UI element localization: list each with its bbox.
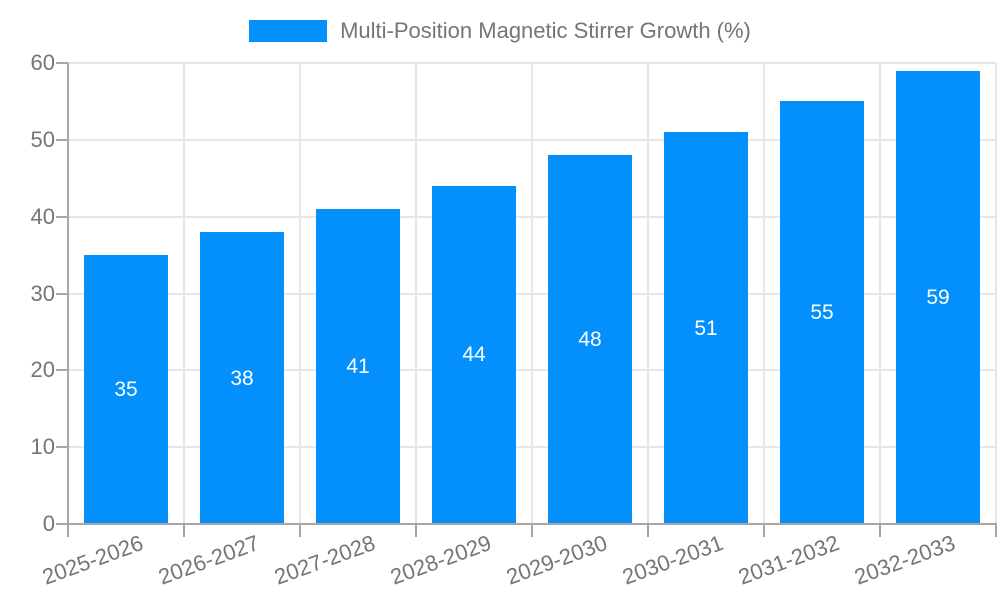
x-tick-mark [647, 524, 649, 537]
gridline-vertical [183, 63, 185, 524]
gridline-vertical [647, 63, 649, 524]
x-tick-mark [299, 524, 301, 537]
y-axis-line [67, 63, 69, 524]
gridline-vertical [879, 63, 881, 524]
legend-swatch [249, 20, 328, 42]
bar-2028-2029: 44 [432, 185, 516, 524]
y-tick-mark [56, 62, 68, 64]
x-tick-label: 2031-2032 [734, 530, 843, 590]
bar-value-label: 44 [462, 343, 486, 367]
chart-legend: Multi-Position Magnetic Stirrer Growth (… [0, 18, 1000, 44]
x-tick-mark [67, 524, 69, 537]
y-tick-mark [56, 523, 68, 525]
y-tick-label: 20 [30, 357, 55, 383]
x-tick-mark [763, 524, 765, 537]
gridline-vertical [995, 63, 997, 524]
bar-value-label: 41 [346, 354, 370, 378]
x-tick-label: 2026-2027 [154, 530, 263, 590]
bar-value-label: 48 [578, 328, 602, 352]
y-tick-label: 30 [30, 280, 55, 306]
y-tick-label: 40 [30, 203, 55, 229]
y-tick-mark [56, 215, 68, 218]
x-tick-mark [531, 524, 533, 537]
bar-value-label: 51 [694, 316, 718, 340]
bar-value-label: 55 [810, 301, 834, 325]
x-tick-mark [879, 524, 881, 537]
y-tick-mark [56, 138, 68, 141]
bar-2029-2030: 48 [548, 155, 632, 524]
x-tick-label: 2032-2033 [850, 530, 959, 590]
x-tick-mark [183, 524, 185, 537]
bar-value-label: 35 [114, 378, 138, 402]
bar-2032-2033: 59 [896, 70, 980, 524]
x-tick-label: 2027-2028 [270, 530, 379, 590]
bar-2026-2027: 38 [200, 232, 284, 524]
legend-label: Multi-Position Magnetic Stirrer Growth (… [340, 18, 751, 43]
bar-value-label: 38 [230, 366, 254, 390]
x-tick-label: 2028-2029 [386, 530, 495, 590]
x-tick-label: 2030-2031 [618, 530, 727, 590]
bar-2030-2031: 51 [664, 132, 748, 524]
gridline-vertical [763, 63, 765, 524]
gridline-vertical [415, 63, 417, 524]
y-tick-label: 10 [30, 434, 55, 460]
y-tick-label: 50 [30, 126, 55, 152]
x-tick-label: 2029-2030 [502, 530, 611, 590]
bar-2025-2026: 35 [84, 255, 168, 524]
y-tick-label: 60 [30, 50, 55, 75]
x-tick-label: 2025-2026 [38, 530, 147, 590]
bar-2027-2028: 41 [316, 208, 400, 524]
y-tick-mark [56, 369, 68, 372]
plot-area: 35 38 41 44 48 51 55 59 [68, 62, 997, 524]
bar-value-label: 59 [926, 285, 950, 309]
x-tick-mark [415, 524, 417, 537]
y-tick-label: 0 [42, 511, 55, 536]
gridline-vertical [299, 63, 301, 524]
gridline-vertical [531, 63, 533, 524]
y-tick-mark [56, 446, 68, 449]
y-tick-mark [56, 292, 68, 295]
bar-2031-2032: 55 [780, 101, 864, 524]
x-tick-mark [995, 524, 997, 537]
